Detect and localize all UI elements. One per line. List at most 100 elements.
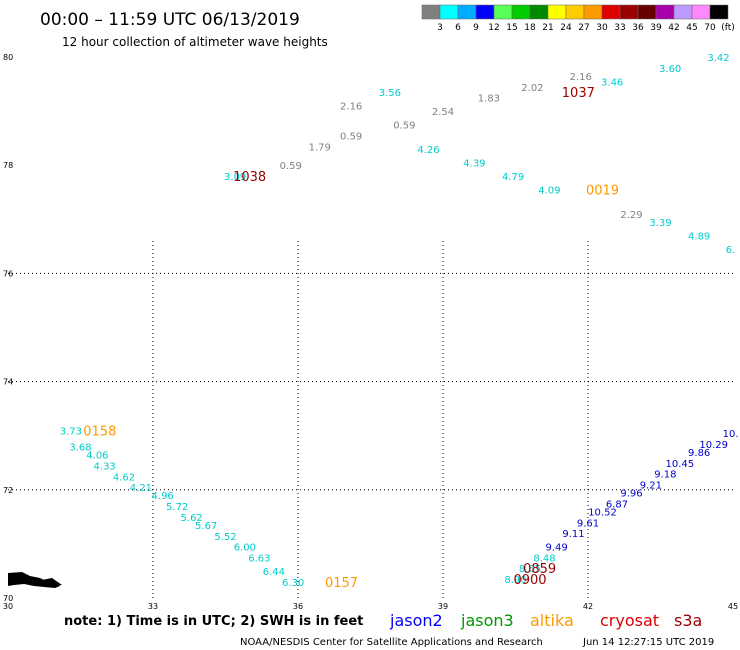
y-tick-label: 70 [3, 594, 13, 603]
legend-item-altika: altika [530, 611, 574, 630]
swh-value-label: 6.44 [263, 567, 285, 578]
time-label: 0900 [513, 573, 546, 588]
swh-value-label: 5.67 [195, 521, 217, 532]
swh-value-label: 4.39 [463, 158, 485, 169]
swh-value-label: 10.29 [699, 440, 728, 451]
scale-swatch [637, 4, 657, 20]
scale-swatch [601, 4, 621, 20]
swh-value-label: 4.96 [152, 491, 174, 502]
scale-swatch [529, 4, 549, 20]
legend-item-cryosat: cryosat [600, 611, 659, 630]
scale-label: (ft) [721, 23, 735, 33]
scale-swatch [493, 4, 513, 20]
scale-swatch [583, 4, 603, 20]
time-label: 0859 [523, 562, 556, 577]
swh-value-label: 2.16 [570, 72, 592, 83]
scale-label: 39 [650, 23, 662, 33]
swh-value-label: 8.48 [533, 553, 555, 564]
swh-value-label: 0.59 [340, 131, 362, 142]
scale-label: 3 [437, 23, 443, 33]
swh-value-label: 4.62 [113, 472, 135, 483]
swh-value-label: 3.56 [379, 88, 401, 99]
swh-value-label: 2.29 [620, 210, 642, 221]
swh-value-label: 9.11 [562, 529, 584, 540]
swh-value-label: 9.18 [654, 470, 676, 481]
swh-value-label: 10.45 [666, 459, 695, 470]
x-tick-label: 42 [583, 602, 593, 611]
swh-value-label: 2.16 [340, 102, 362, 113]
data-labels: 3.09 3.56 4.26 4.39 4.79 4.09 3.46 3.60 3.42 3.39… [60, 53, 739, 589]
y-tick-label: 76 [3, 269, 13, 278]
scale-label: 36 [632, 23, 644, 33]
swh-value-label: 9.21 [640, 480, 662, 491]
satellite-legend: jason2 jason3 altika cryosat s3a [389, 611, 702, 630]
swh-value-label: 4.79 [502, 172, 524, 183]
swh-value-label: 3.68 [69, 443, 91, 454]
plot-grid [8, 240, 733, 598]
x-tick-label: 39 [438, 602, 448, 611]
swh-value-label: 9.86 [688, 448, 710, 459]
y-tick-label: 78 [3, 161, 13, 170]
swh-value-label: 8.90 [504, 575, 526, 586]
scale-label: 21 [542, 23, 553, 33]
scale-swatch [709, 4, 729, 20]
color-scale: 3 6 9 12 15 18 21 24 27 30 33 36 39 42 45 70 (ft) [421, 4, 735, 33]
swh-value-label: 6.87 [606, 499, 628, 510]
scale-label: 30 [596, 23, 608, 33]
scale-label: 18 [524, 23, 536, 33]
time-label: 1038 [233, 170, 266, 185]
scale-swatch [655, 4, 675, 20]
scale-label: 9 [473, 23, 479, 33]
legend-item-jason3: jason3 [460, 611, 514, 630]
y-tick-label: 74 [3, 378, 13, 387]
swh-value-label: 4.33 [94, 461, 116, 472]
scale-label: 24 [560, 23, 572, 33]
swh-value-label: 4.21 [130, 483, 152, 494]
swh-value-label: 4.09 [538, 186, 560, 197]
time-label: 0019 [586, 184, 619, 199]
scale-label: 15 [506, 23, 517, 33]
swh-value-label: 1.83 [478, 94, 500, 105]
scale-swatch [691, 4, 711, 20]
scale-label: 42 [668, 23, 679, 33]
swh-value-label: 6.63 [248, 553, 270, 564]
scale-swatch [619, 4, 639, 20]
x-tick-label: 30 [3, 602, 13, 611]
swh-value-label: 4.89 [688, 232, 710, 243]
legend-item-jason2: jason2 [389, 611, 443, 630]
x-tick-label: 45 [728, 602, 738, 611]
scale-label: 27 [578, 23, 589, 33]
swh-value-label: 8.65 [519, 564, 541, 575]
scale-swatch [439, 4, 459, 20]
swh-value-label: 9.96 [620, 489, 642, 500]
swh-value-label: 3.60 [659, 64, 681, 75]
scale-label: 45 [686, 23, 697, 33]
swh-value-label: 9.49 [545, 543, 567, 554]
scale-swatch [457, 4, 477, 20]
swh-value-label: 10.52 [588, 507, 617, 518]
y-tick-label: 72 [3, 486, 13, 495]
scale-swatch [421, 4, 441, 20]
x-tick-label: 36 [293, 602, 303, 611]
swh-value-label: 2.54 [432, 107, 454, 118]
scale-label: 33 [614, 23, 625, 33]
swh-value-label: 0.59 [280, 161, 302, 172]
scale-swatch [475, 4, 495, 20]
coastline-shape [8, 572, 62, 588]
axis-labels: 70 72 74 76 78 80 30 33 36 39 42 45 [3, 53, 738, 611]
swh-value-label: 6.30 [282, 578, 304, 589]
swh-value-label: 0.59 [393, 121, 415, 132]
x-tick-label: 33 [148, 602, 158, 611]
scale-label: 6 [455, 23, 461, 33]
swh-value-label: 4.06 [86, 451, 108, 462]
swh-value-label: 10. [723, 429, 739, 440]
y-tick-label: 80 [3, 53, 13, 62]
swh-value-label: 3.46 [601, 77, 623, 88]
footer-note: note: 1) Time is in UTC; 2) SWH is in fe… [64, 614, 363, 629]
time-label: 0158 [83, 424, 116, 439]
chart-title: 00:00 – 11:59 UTC 06/13/2019 [40, 10, 300, 30]
swh-value-label: 1.79 [309, 142, 331, 153]
swh-value-label: 3.42 [707, 53, 729, 64]
